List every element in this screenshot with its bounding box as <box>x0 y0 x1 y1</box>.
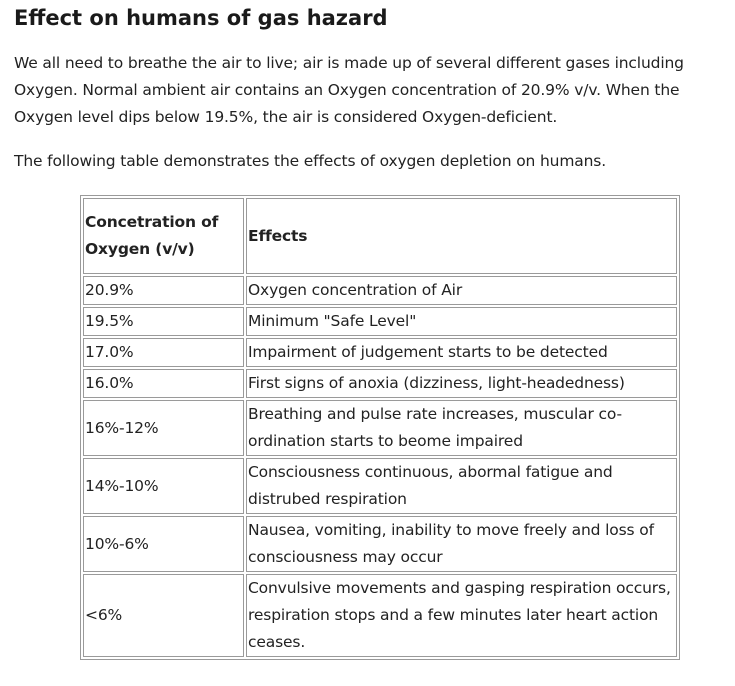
concentration-cell: 16%-12% <box>83 400 244 456</box>
effect-cell: Impairment of judgement starts to be det… <box>246 338 677 367</box>
concentration-cell: 17.0% <box>83 338 244 367</box>
table-lead-paragraph: The following table demonstrates the eff… <box>14 152 606 170</box>
intro-paragraph: We all need to breathe the air to live; … <box>14 54 684 126</box>
effect-cell: Breathing and pulse rate increases, musc… <box>246 400 677 456</box>
header-effects: Effects <box>246 198 677 274</box>
concentration-cell: 16.0% <box>83 369 244 398</box>
table-row: 10%-6% Nausea, vomiting, inability to mo… <box>83 516 677 572</box>
table-row: 20.9% Oxygen concentration of Air <box>83 276 677 305</box>
table-row: 17.0% Impairment of judgement starts to … <box>83 338 677 367</box>
table-row: 19.5% Minimum "Safe Level" <box>83 307 677 336</box>
concentration-cell: 14%-10% <box>83 458 244 514</box>
effect-cell: Convulsive movements and gasping respira… <box>246 574 677 657</box>
table-row: 16%-12% Breathing and pulse rate increas… <box>83 400 677 456</box>
table-row: <6% Convulsive movements and gasping res… <box>83 574 677 657</box>
effect-cell: Oxygen concentration of Air <box>246 276 677 305</box>
concentration-cell: 20.9% <box>83 276 244 305</box>
page-title: Effect on humans of gas hazard <box>14 6 388 30</box>
effect-cell: Minimum "Safe Level" <box>246 307 677 336</box>
header-concentration: Concetration of Oxygen (v/v) <box>83 198 244 274</box>
concentration-cell: 10%-6% <box>83 516 244 572</box>
effect-cell: First signs of anoxia (dizziness, light-… <box>246 369 677 398</box>
effect-cell: Nausea, vomiting, inability to move free… <box>246 516 677 572</box>
table-header-row: Concetration of Oxygen (v/v) Effects <box>83 198 677 274</box>
oxygen-effects-table: Concetration of Oxygen (v/v) Effects 20.… <box>80 195 680 660</box>
table-row: 16.0% First signs of anoxia (dizziness, … <box>83 369 677 398</box>
effect-cell: Consciousness continuous, abormal fatigu… <box>246 458 677 514</box>
concentration-cell: 19.5% <box>83 307 244 336</box>
concentration-cell: <6% <box>83 574 244 657</box>
table-row: 14%-10% Consciousness continuous, aborma… <box>83 458 677 514</box>
